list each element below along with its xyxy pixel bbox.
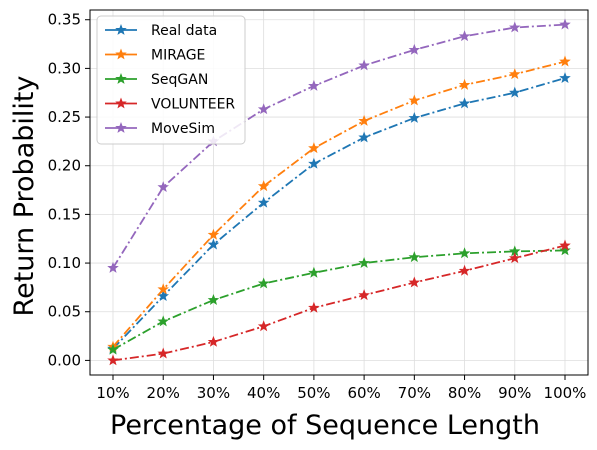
data-point-real-data [257,196,270,208]
series-group [107,18,571,366]
data-point-seqgan [308,266,320,278]
legend-label-movesim: MoveSim [151,121,215,137]
data-point-seqgan [408,251,421,263]
data-point-volunteer [157,347,169,359]
x-tick-label: 70% [398,384,431,402]
x-tick-label: 30% [197,384,230,402]
y-tick-label: 0.00 [48,351,81,369]
legend-box [96,15,246,145]
legend: Real data MIRAGE SeqGAN VOLUNTEER MoveSim [96,15,246,145]
data-point-real-data [308,157,320,169]
data-point-seqgan [559,244,571,256]
legend-label-real-data: Real data [151,23,217,39]
data-point-seqgan [157,315,169,327]
data-point-movesim [157,181,169,193]
data-point-real-data [358,131,370,143]
data-point-mirage [509,68,521,80]
data-point-mirage [358,114,370,126]
x-tick-label: 60% [347,384,380,402]
data-point-volunteer [257,320,270,332]
y-tick-label: 0.20 [48,157,81,175]
data-point-seqgan [107,343,119,355]
data-point-volunteer [308,301,320,313]
plot-frame [89,9,589,376]
y-tick-label: 0.10 [48,254,81,272]
series-line-volunteer [112,244,566,362]
legend-label-volunteer: VOLUNTEER [151,97,235,113]
x-tick-label: 10% [96,384,129,402]
data-point-volunteer [509,252,521,264]
x-tick-label: 100% [544,384,587,402]
series-line-seqgan [112,249,566,351]
x-tick-label: 50% [297,384,330,402]
y-tick-label: 0.35 [48,11,81,29]
data-point-movesim [559,18,571,30]
legend-marker-real-data [115,23,127,35]
series-line-mirage [112,60,566,348]
legend-item-movesim: MoveSim [105,121,215,137]
data-point-movesim [408,43,421,55]
data-point-seqgan [207,294,220,305]
data-point-mirage [408,94,421,106]
data-point-real-data [559,72,571,84]
data-point-movesim [458,30,471,42]
data-point-movesim [509,21,521,33]
legend-marker-mirage [115,48,127,60]
data-point-volunteer [559,239,571,251]
series-seqgan [107,244,571,355]
legend-label-mirage: MIRAGE [151,48,205,64]
data-point-volunteer [458,264,471,276]
data-point-real-data [408,111,421,123]
data-point-mirage [157,283,169,295]
series-movesim [107,18,571,273]
data-point-mirage [458,78,471,90]
legend-item-mirage: MIRAGE [105,48,205,64]
y-tick-label: 0.25 [48,108,81,126]
legend-item-real-data: Real data [105,23,217,39]
y-tick-label: 0.30 [48,59,81,77]
x-tick-label: 40% [247,384,280,402]
data-point-volunteer [408,276,421,288]
legend-marker-volunteer [115,97,127,109]
axis-ticks: 10% 20% 30% 40% 50% 60% 70% 80% 90% 100% 0.00 0.05 0… [48,11,587,402]
series-mirage [107,55,571,352]
legend-item-volunteer: VOLUNTEER [105,97,235,113]
data-point-real-data [207,238,220,250]
x-tick-label: 90% [498,384,531,402]
data-point-real-data [509,86,521,98]
x-tick-label: 20% [147,384,180,402]
data-point-real-data [458,97,471,109]
data-point-mirage [559,55,571,67]
data-point-seqgan [257,277,270,289]
data-point-seqgan [458,247,471,259]
series-line-movesim [112,23,566,269]
data-point-mirage [308,142,320,154]
data-point-volunteer [358,289,370,301]
data-point-seqgan [358,257,370,268]
data-point-movesim [308,79,320,91]
data-point-mirage [257,180,270,192]
x-axis-label: Percentage of Sequence Length [110,410,540,441]
legend-label-seqgan: SeqGAN [151,72,208,88]
data-point-volunteer [107,354,119,366]
x-tick-label: 80% [448,384,481,402]
legend-item-seqgan: SeqGAN [105,72,208,88]
data-point-movesim [257,103,270,115]
series-line-real-data [112,77,566,350]
y-tick-label: 0.15 [48,205,81,223]
y-tick-label: 0.05 [48,303,81,321]
data-point-movesim [107,261,119,273]
data-point-movesim [358,59,370,71]
legend-marker-seqgan [115,72,127,84]
series-volunteer [107,239,571,366]
data-point-mirage [207,228,220,240]
data-point-volunteer [207,335,220,347]
legend-marker-movesim [115,121,127,133]
y-axis-label: Return Probability [9,76,40,317]
